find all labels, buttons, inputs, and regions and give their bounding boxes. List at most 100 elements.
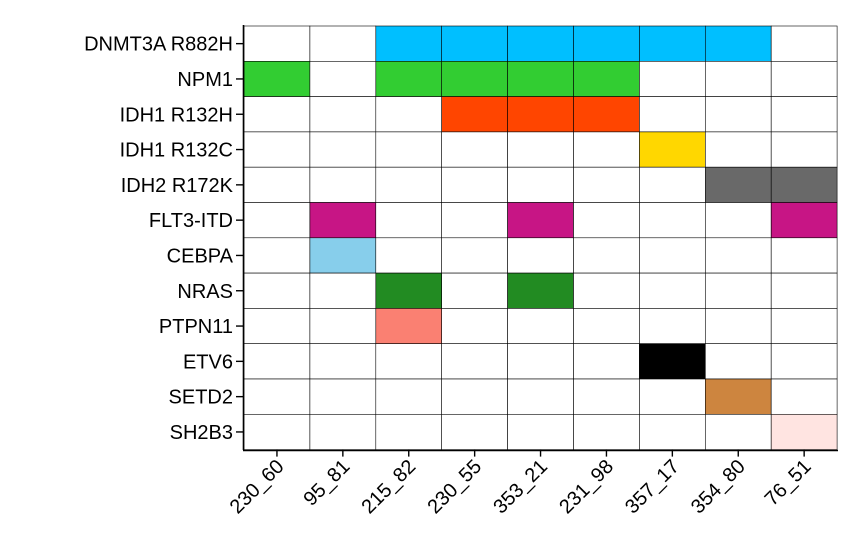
cell-flt3-itd-76-51 (770, 202, 838, 239)
cell-idh1-r132h-353-21 (507, 96, 574, 133)
cell-flt3-itd-357-17 (639, 202, 706, 239)
cell-sh2b3-230-60 (243, 413, 311, 450)
cell-nras-230-55 (441, 272, 508, 309)
cell-dnmt3a-r882h-357-17 (639, 25, 706, 62)
cell-etv6-215-82 (375, 343, 442, 380)
cell-npm1-354-80 (704, 60, 772, 97)
cell-setd2-215-82 (375, 378, 442, 415)
cell-ptpn11-215-82 (375, 308, 442, 344)
cell-idh2-r172k-76-51 (770, 166, 838, 203)
cell-dnmt3a-r882h-230-55 (441, 25, 508, 62)
row-label-idh1-r132h: IDH1 R132H (120, 104, 233, 126)
cell-dnmt3a-r882h-353-21 (507, 25, 574, 62)
row-label-flt3-itd: FLT3-ITD (149, 210, 233, 232)
row-label-npm1: NPM1 (177, 69, 233, 91)
cell-dnmt3a-r882h-95-81 (309, 25, 377, 62)
cell-setd2-354-80 (704, 378, 772, 415)
row-label-setd2: SETD2 (169, 387, 233, 409)
cell-idh2-r172k-353-21 (507, 166, 574, 203)
cell-sh2b3-354-80 (704, 413, 772, 450)
cell-etv6-354-80 (704, 343, 772, 380)
cell-nras-215-82 (375, 272, 442, 309)
cell-cebpa-230-55 (441, 237, 508, 274)
cell-setd2-95-81 (309, 378, 377, 415)
column-label-215-82: 215_82 (358, 456, 421, 519)
cell-idh1-r132h-230-60 (243, 96, 311, 133)
cell-dnmt3a-r882h-76-51 (770, 25, 838, 62)
cell-cebpa-215-82 (375, 237, 442, 274)
cell-nras-354-80 (704, 272, 772, 309)
cell-idh1-r132h-354-80 (704, 96, 772, 133)
cell-cebpa-354-80 (704, 237, 772, 274)
cell-idh1-r132c-215-82 (375, 131, 442, 168)
cell-idh2-r172k-95-81 (309, 166, 377, 203)
cell-ptpn11-357-17 (639, 308, 706, 344)
cell-sh2b3-231-98 (573, 413, 640, 450)
row-label-ptpn11: PTPN11 (159, 316, 233, 338)
column-label-353-21: 353_21 (489, 456, 552, 519)
cell-idh1-r132c-357-17 (639, 131, 706, 168)
cell-sh2b3-76-51 (770, 413, 838, 450)
cell-sh2b3-95-81 (309, 413, 377, 450)
column-label-231-98: 231_98 (555, 456, 618, 519)
column-label-76-51: 76_51 (761, 456, 816, 511)
cell-etv6-231-98 (573, 343, 640, 380)
cell-nras-76-51 (770, 272, 838, 309)
cell-npm1-76-51 (770, 60, 838, 97)
cell-setd2-231-98 (573, 378, 640, 415)
cell-idh1-r132c-353-21 (507, 131, 574, 168)
cell-idh1-r132c-76-51 (770, 131, 838, 168)
column-label-95-81: 95_81 (299, 456, 354, 511)
cell-idh1-r132c-230-55 (441, 131, 508, 168)
cell-ptpn11-353-21 (507, 308, 574, 344)
cell-cebpa-230-60 (243, 237, 311, 274)
cell-ptpn11-95-81 (309, 308, 377, 344)
cell-sh2b3-353-21 (507, 413, 574, 450)
cell-npm1-215-82 (375, 60, 442, 97)
cell-setd2-230-55 (441, 378, 508, 415)
cell-etv6-353-21 (507, 343, 574, 380)
cell-flt3-itd-354-80 (704, 202, 772, 239)
cell-ptpn11-231-98 (573, 308, 640, 344)
row-labels: DNMT3A R882H NPM1 IDH1 R132H IDH1 R132C IDH2… (84, 34, 234, 444)
cell-cebpa-231-98 (573, 237, 640, 274)
cell-npm1-230-55 (441, 60, 508, 97)
cell-npm1-230-60 (243, 60, 311, 97)
cell-flt3-itd-353-21 (507, 202, 574, 239)
cell-setd2-230-60 (243, 378, 311, 415)
cell-ptpn11-76-51 (770, 308, 838, 344)
cell-npm1-95-81 (309, 60, 377, 97)
cell-idh1-r132c-230-60 (243, 131, 311, 168)
cell-idh1-r132h-231-98 (573, 96, 640, 133)
cell-idh2-r172k-230-60 (243, 166, 311, 203)
cell-cebpa-76-51 (770, 237, 838, 274)
axis-ticks (236, 42, 805, 457)
cell-sh2b3-357-17 (639, 413, 706, 450)
cell-idh2-r172k-357-17 (639, 166, 706, 203)
row-label-sh2b3: SH2B3 (170, 422, 233, 444)
cell-nras-357-17 (639, 272, 706, 309)
cell-idh2-r172k-231-98 (573, 166, 640, 203)
cell-sh2b3-230-55 (441, 413, 508, 450)
cell-setd2-76-51 (770, 378, 838, 415)
cell-ptpn11-354-80 (704, 308, 772, 344)
cell-setd2-353-21 (507, 378, 574, 415)
cell-idh1-r132h-95-81 (309, 96, 377, 133)
cell-cebpa-357-17 (639, 237, 706, 274)
cell-idh2-r172k-230-55 (441, 166, 508, 203)
column-label-354-80: 354_80 (687, 456, 750, 519)
row-label-nras: NRAS (177, 281, 233, 303)
cell-idh1-r132h-76-51 (770, 96, 838, 133)
cell-nras-231-98 (573, 272, 640, 309)
cell-ptpn11-230-60 (243, 308, 311, 344)
cell-flt3-itd-95-81 (309, 202, 377, 239)
cell-sh2b3-215-82 (375, 413, 442, 450)
cell-flt3-itd-215-82 (375, 202, 442, 239)
column-labels: 230_60 95_81 215_82 230_55 353_21 231_98 357_1… (226, 456, 816, 519)
cell-npm1-357-17 (639, 60, 706, 97)
cell-idh2-r172k-215-82 (375, 166, 442, 203)
cell-setd2-357-17 (639, 378, 706, 415)
cell-idh1-r132c-231-98 (573, 131, 640, 168)
cell-idh1-r132c-95-81 (309, 131, 377, 168)
